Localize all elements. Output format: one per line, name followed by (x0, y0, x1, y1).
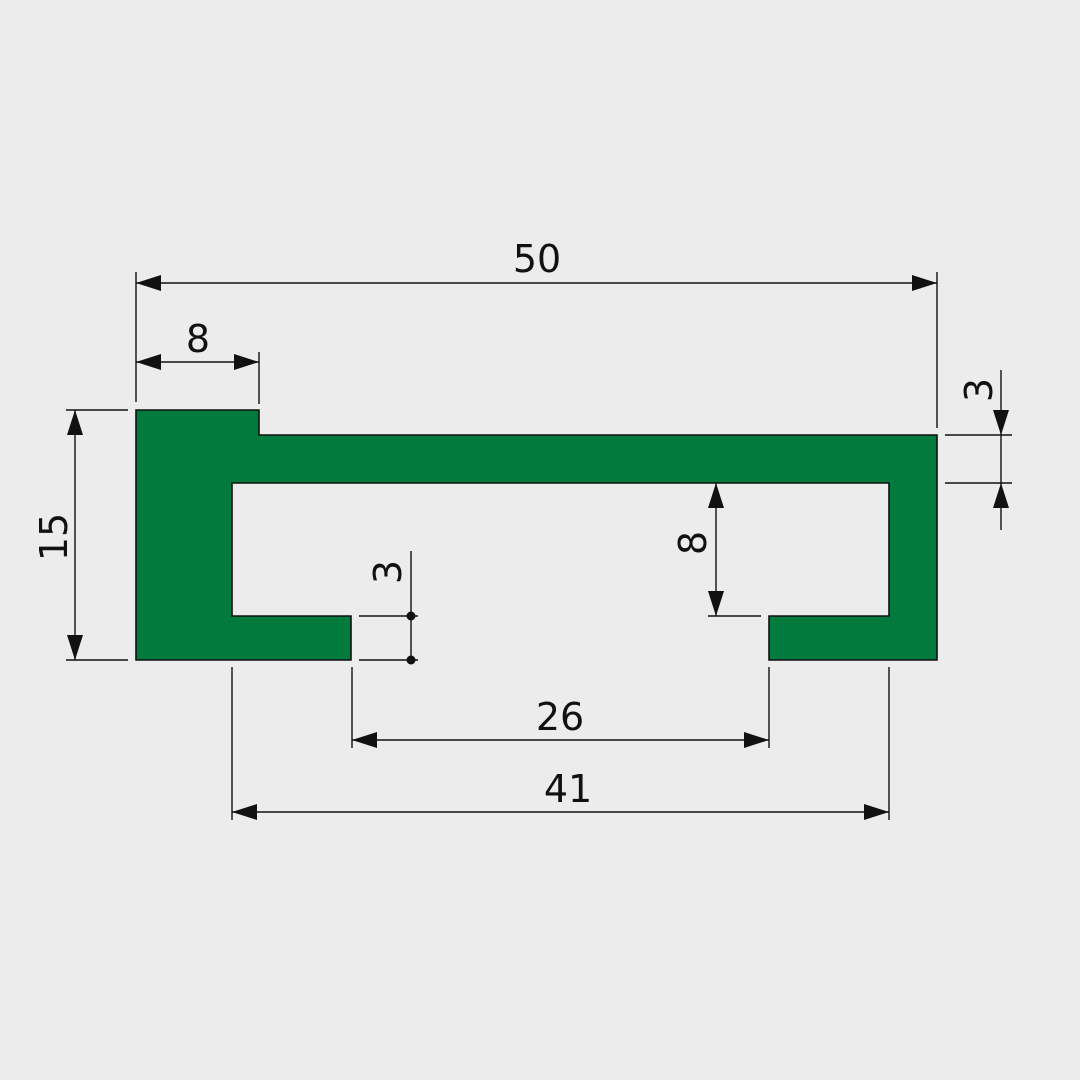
dimension-label-overall-width: 50 (513, 237, 561, 281)
dimension-top-wall-thickness: 3 (945, 370, 1012, 530)
dimension-inner-width: 41 (231, 667, 890, 820)
dimension-label-lip-thickness: 3 (366, 560, 410, 584)
dimension-label-top-wall-thickness: 3 (957, 378, 1001, 402)
dimension-overall-height: 15 (32, 409, 128, 661)
arrowhead (993, 483, 1009, 508)
arrowhead (136, 354, 161, 370)
arrowhead (352, 732, 377, 748)
arrowhead (67, 410, 83, 435)
profile-shape (135, 409, 938, 661)
dimension-dot (406, 655, 416, 665)
dimension-top-step-width: 8 (136, 317, 260, 404)
dimension-label-slot-opening: 26 (536, 695, 584, 739)
arrowhead (993, 410, 1009, 435)
dimension-inner-height: 8 (671, 483, 761, 617)
dimension-overall-width: 50 (135, 237, 938, 428)
arrowhead (912, 275, 937, 291)
arrowhead (232, 804, 257, 820)
arrowhead (744, 732, 769, 748)
dimension-lip-thickness: 3 (359, 551, 418, 665)
arrowhead (136, 275, 161, 291)
arrowhead (67, 635, 83, 660)
arrowhead (708, 483, 724, 508)
dimension-dot (406, 611, 416, 621)
arrowhead (708, 591, 724, 616)
dimension-label-inner-height: 8 (671, 531, 715, 555)
dimension-label-inner-width: 41 (544, 767, 592, 811)
dimension-slot-opening: 26 (351, 667, 770, 748)
dimension-label-overall-height: 15 (32, 513, 76, 561)
arrowhead (864, 804, 889, 820)
dimension-label-top-step-width: 8 (186, 317, 210, 361)
arrowhead (234, 354, 259, 370)
